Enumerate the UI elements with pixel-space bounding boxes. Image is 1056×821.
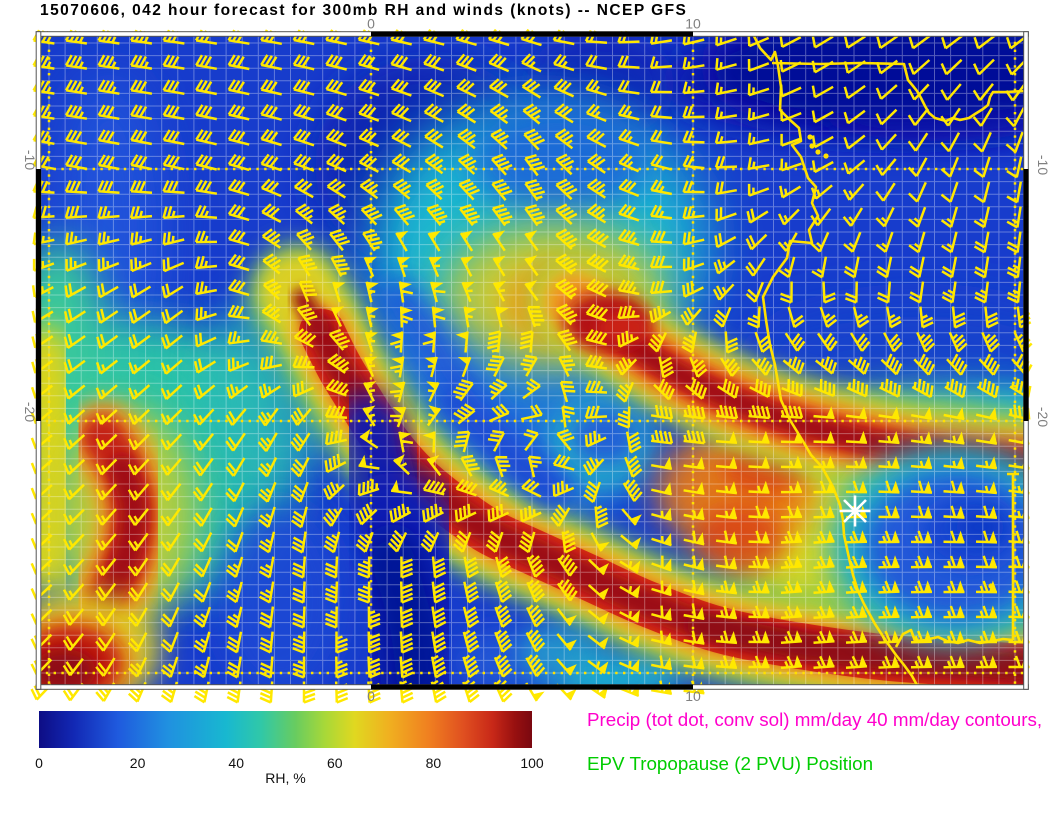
svg-text:10: 10 <box>685 16 701 32</box>
svg-text:60: 60 <box>327 755 343 771</box>
svg-text:40: 40 <box>228 755 244 771</box>
svg-text:Precip (tot dot, conv sol) mm/: Precip (tot dot, conv sol) mm/day 40 mm/… <box>587 709 1042 730</box>
svg-text:-20: -20 <box>1035 407 1051 427</box>
svg-text:20: 20 <box>130 755 146 771</box>
svg-text:100: 100 <box>520 755 544 771</box>
svg-text:0: 0 <box>367 16 375 32</box>
svg-text:0: 0 <box>35 755 43 771</box>
svg-text:0: 0 <box>367 688 375 704</box>
svg-text:RH, %: RH, % <box>265 770 305 786</box>
svg-text:-10: -10 <box>22 150 38 170</box>
svg-text:-20: -20 <box>22 402 38 422</box>
svg-text:80: 80 <box>426 755 442 771</box>
svg-text:15070606, 042 hour forecast fo: 15070606, 042 hour forecast for 300mb RH… <box>40 2 687 19</box>
svg-text:10: 10 <box>685 688 701 704</box>
svg-text:-10: -10 <box>1035 155 1051 175</box>
svg-text:EPV Tropopause (2 PVU) Positio: EPV Tropopause (2 PVU) Position <box>587 753 873 774</box>
